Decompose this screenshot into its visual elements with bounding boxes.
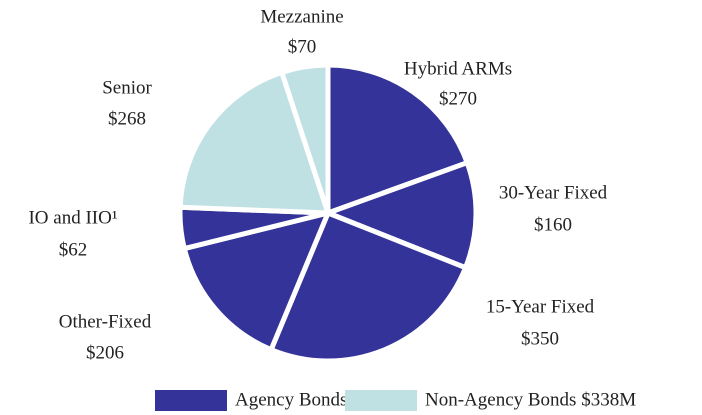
value-label: $62 [59, 239, 88, 260]
value-label: $160 [534, 214, 572, 235]
legend-label: Non-Agency Bonds $338M [425, 389, 636, 410]
slice-label: Other-Fixed [59, 311, 152, 332]
value-label: $70 [288, 36, 317, 57]
slice-label: 30-Year Fixed [499, 182, 608, 203]
pie-slice [181, 210, 331, 353]
pie-slice [268, 210, 469, 364]
slice-label: IO and IIO¹ [28, 207, 117, 228]
slice-label: Senior [102, 77, 152, 98]
pie-slice [325, 160, 479, 271]
slice-label: Hybrid ARMs [404, 58, 512, 79]
legend-swatch [155, 390, 227, 411]
value-label: $350 [521, 328, 559, 349]
value-label: $268 [108, 108, 146, 129]
value-label: $270 [439, 88, 477, 109]
legend-swatch [345, 390, 417, 411]
slice-label: Mezzanine [260, 6, 343, 27]
pie-slice [279, 62, 331, 216]
pie-slice [325, 62, 470, 216]
value-label: $206 [86, 342, 124, 363]
slice-label: 15-Year Fixed [486, 296, 595, 317]
